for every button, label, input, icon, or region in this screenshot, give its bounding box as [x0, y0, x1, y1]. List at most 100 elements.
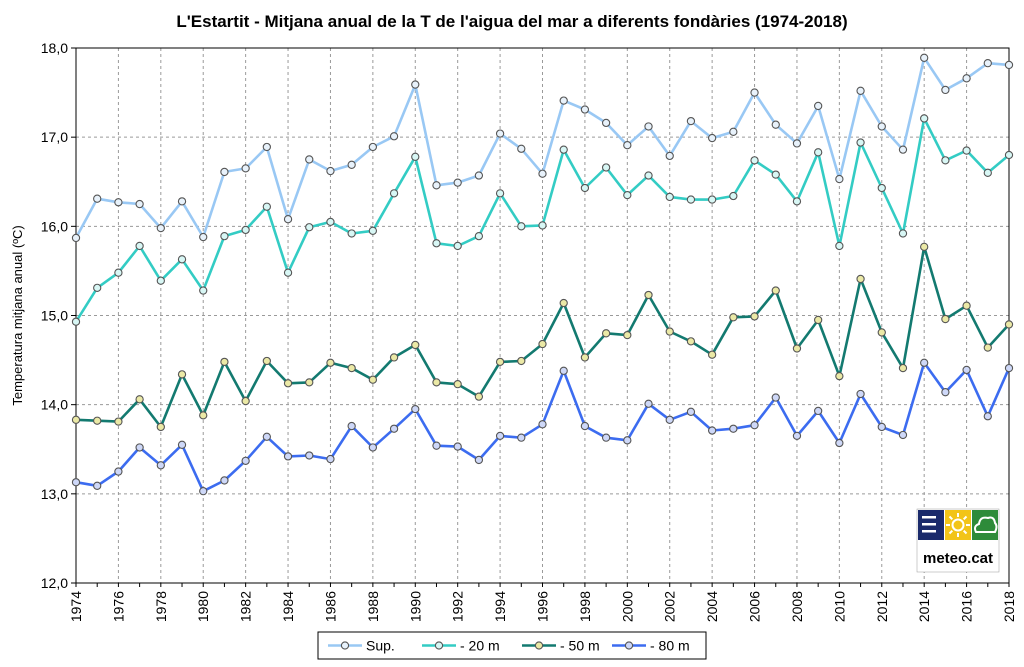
data-point: [580, 353, 590, 362]
data-point: [114, 198, 123, 207]
x-tick-label: 1986: [322, 591, 338, 622]
data-point: [156, 422, 165, 432]
data-point: [177, 197, 187, 206]
data-point: [156, 461, 165, 470]
legend-swatch-marker: [624, 641, 634, 650]
legend-label: Sup.: [366, 638, 395, 654]
data-point: [538, 339, 547, 349]
data-point: [750, 421, 759, 430]
data-point: [283, 379, 293, 388]
data-point: [835, 174, 844, 184]
data-point: [283, 215, 293, 224]
data-point: [411, 404, 420, 414]
x-tick-label: 2006: [747, 591, 763, 622]
data-point: [920, 358, 929, 367]
data-point: [326, 454, 335, 464]
data-point: [517, 144, 526, 153]
data-point: [432, 181, 441, 190]
legend-label: - 80 m: [650, 638, 690, 654]
data-point: [1004, 60, 1014, 70]
data-point: [93, 194, 102, 203]
data-point: [983, 168, 992, 177]
data-point: [453, 241, 462, 251]
y-tick-label: 14,0: [41, 397, 68, 413]
data-point: [305, 155, 314, 164]
data-point: [71, 233, 81, 243]
data-point: [538, 169, 547, 178]
y-tick-label: 17,0: [41, 129, 68, 145]
x-tick-label: 1992: [450, 591, 466, 622]
data-point: [495, 129, 505, 138]
logo-wave-line: [922, 530, 936, 533]
data-point: [601, 433, 611, 442]
data-point: [347, 160, 356, 169]
data-point: [368, 142, 378, 152]
x-tick-label: 1976: [110, 591, 126, 622]
data-point: [920, 114, 929, 123]
x-tick-label: 1974: [68, 591, 84, 622]
data-point: [983, 412, 992, 421]
data-point: [707, 133, 717, 143]
data-point: [347, 363, 356, 373]
data-point: [644, 290, 653, 300]
x-tick-label: 1982: [238, 591, 254, 622]
data-point: [729, 424, 738, 433]
data-point: [898, 363, 908, 373]
data-point: [389, 132, 399, 141]
data-point: [241, 164, 250, 173]
data-point: [262, 142, 271, 152]
data-point: [686, 337, 696, 346]
data-point: [1004, 320, 1014, 329]
data-point: [962, 301, 971, 310]
data-point: [495, 357, 505, 367]
data-point: [93, 481, 102, 490]
data-point: [199, 232, 208, 242]
data-point: [686, 195, 696, 204]
data-point: [601, 329, 611, 338]
data-point: [114, 268, 123, 277]
y-tick-label: 13,0: [41, 486, 68, 502]
data-point: [814, 148, 823, 157]
data-point: [962, 146, 971, 155]
legend: Sup. - 20 m - 50 m - 80 m: [317, 631, 707, 660]
data-point: [835, 241, 844, 251]
data-point: [474, 171, 484, 180]
data-point: [220, 231, 229, 241]
x-tick-label: 1990: [407, 591, 423, 622]
chart-title: L'Estartit - Mitjana anual de la T de l'…: [176, 12, 847, 31]
data-point: [920, 53, 929, 62]
sun-icon: [946, 513, 970, 537]
data-point: [559, 145, 568, 154]
data-point: [220, 357, 229, 367]
y-tick-label: 18,0: [41, 40, 68, 56]
data-point: [623, 141, 632, 150]
data-point: [156, 276, 165, 285]
data-point: [920, 242, 929, 251]
data-point: [771, 120, 780, 129]
data-point: [177, 255, 187, 264]
data-point: [495, 189, 505, 198]
data-point: [792, 344, 802, 353]
data-point: [199, 286, 208, 295]
series-group: [71, 53, 1014, 243]
data-point: [326, 166, 335, 176]
data-point: [495, 431, 505, 441]
data-point: [601, 118, 611, 128]
data-point: [644, 122, 653, 131]
data-point: [644, 399, 653, 408]
data-point: [665, 327, 674, 336]
series-group: [71, 114, 1014, 326]
data-point: [389, 189, 399, 198]
data-point: [771, 286, 780, 295]
data-point: [623, 190, 632, 200]
data-point: [1004, 363, 1014, 373]
y-tick-label: 12,0: [41, 575, 68, 591]
data-point: [474, 392, 484, 401]
data-point: [729, 313, 738, 322]
x-tick-label: 1994: [492, 591, 508, 622]
data-point: [411, 340, 420, 350]
data-point: [644, 171, 653, 180]
data-point: [135, 199, 144, 209]
data-point: [856, 274, 865, 284]
data-point: [347, 421, 356, 431]
